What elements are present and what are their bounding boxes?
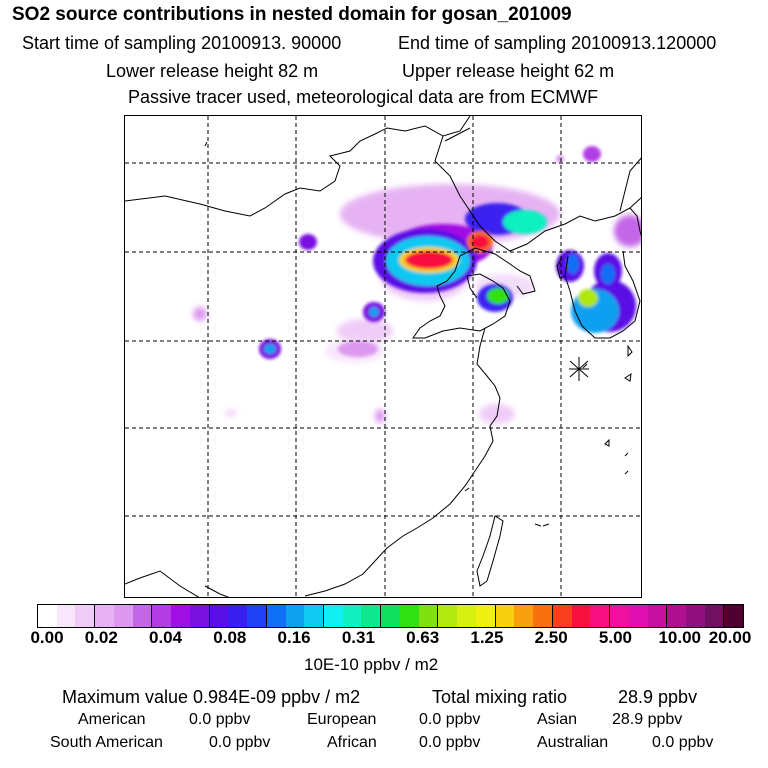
colorbar-swatch: [628, 605, 648, 627]
colorbar-tick-label: 0.08: [213, 628, 247, 647]
colorbar-swatch: [38, 605, 57, 627]
colorbar-swatch: [475, 605, 495, 627]
colorbar-swatch: [723, 605, 744, 627]
colorbar-swatch: [189, 605, 209, 627]
upper-release-height: Upper release height 62 m: [402, 61, 615, 81]
colorbar-tick-label: 2.50: [534, 628, 568, 647]
colorbar-swatch: [228, 605, 248, 627]
colorbar-swatch: [590, 605, 610, 627]
colorbar-swatch: [342, 605, 362, 627]
colorbar-tick-label: 0.00: [30, 628, 64, 647]
lower-release-height: Lower release height 82 m: [106, 61, 319, 81]
colorbar-swatch: [94, 605, 114, 627]
colorbar-swatch: [75, 605, 95, 627]
colorbar-tick-label: 1.25: [470, 628, 504, 647]
total-mixing-ratio-value: 28.9 ppbv: [618, 687, 698, 707]
colorbar-unit: 10E-10 ppbv / m2: [304, 655, 439, 674]
south-american-value: 0.0 ppbv: [209, 734, 271, 751]
south-american-label: South American: [50, 734, 163, 751]
colorbar-swatch: [132, 605, 152, 627]
lat-lon-grid: [125, 116, 641, 597]
colorbar-swatch: [647, 605, 667, 627]
australian-label: Australian: [537, 734, 609, 751]
map-panel: [124, 115, 642, 598]
colorbar-tick-label: 0.02: [84, 628, 118, 647]
colorbar-swatch: [514, 605, 534, 627]
colorbar-swatch: [685, 605, 705, 627]
colorbar-swatch: [437, 605, 458, 627]
colorbar-swatch: [533, 605, 552, 627]
colorbar-swatch: [704, 605, 724, 627]
colorbar-tick-label: 5.00: [598, 628, 632, 647]
colorbar-tick-label: 20.00: [708, 628, 752, 647]
colorbar-swatch: [208, 605, 229, 627]
colorbar-tick-label: 0.31: [341, 628, 375, 647]
map-title: SO2 source contributions in nested domai…: [12, 4, 572, 25]
asian-value: 28.9 ppbv: [612, 711, 683, 728]
concentration-plumes: [193, 146, 641, 424]
colorbar: [37, 604, 744, 628]
african-label: African: [327, 734, 377, 751]
colorbar-swatch: [171, 605, 190, 627]
colorbar-swatch: [247, 605, 266, 627]
european-value: 0.0 ppbv: [419, 711, 481, 728]
receptor-star-icon: [569, 357, 589, 381]
colorbar-tick-label: 0.63: [406, 628, 440, 647]
colorbar-swatch: [551, 605, 572, 627]
colorbar-swatch: [399, 605, 419, 627]
colorbar-swatch: [285, 605, 305, 627]
american-label: American: [78, 711, 146, 728]
colorbar-swatch: [494, 605, 515, 627]
colorbar-swatch: [323, 605, 343, 627]
colorbar-tick-label: 10.00: [658, 628, 701, 647]
american-value: 0.0 ppbv: [189, 711, 251, 728]
colorbar-swatch: [265, 605, 286, 627]
map-canvas: [125, 116, 641, 597]
asian-label: Asian: [537, 711, 578, 728]
colorbar-swatch: [418, 605, 438, 627]
total-mixing-ratio-label: Total mixing ratio: [432, 687, 568, 707]
colorbar-swatch: [609, 605, 629, 627]
colorbar-swatch: [380, 605, 400, 627]
colorbar-swatch: [457, 605, 476, 627]
start-time: Start time of sampling 20100913. 90000: [22, 33, 342, 53]
colorbar-swatch: [666, 605, 686, 627]
colorbar-tick-label: 0.16: [277, 628, 311, 647]
australian-value: 0.0 ppbv: [652, 734, 714, 751]
european-label: European: [307, 711, 377, 728]
colorbar-swatch: [151, 605, 172, 627]
tracer-note: Passive tracer used, meteorological data…: [128, 87, 599, 107]
colorbar-tick-label: 0.04: [148, 628, 183, 647]
coastlines: [125, 116, 641, 597]
colorbar-swatch: [571, 605, 591, 627]
colorbar-swatch: [56, 605, 76, 627]
colorbar-swatch: [304, 605, 324, 627]
colorbar-swatch: [113, 605, 133, 627]
african-value: 0.0 ppbv: [419, 734, 481, 751]
colorbar-swatch: [361, 605, 381, 627]
maximum-value: Maximum value 0.984E-09 ppbv / m2: [62, 687, 361, 707]
end-time: End time of sampling 20100913.120000: [398, 33, 717, 53]
